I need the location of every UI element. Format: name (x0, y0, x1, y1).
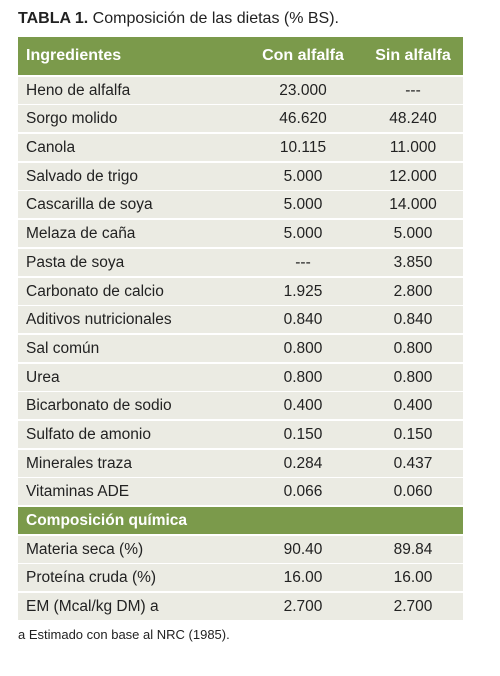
cell: 0.150 (393, 425, 433, 443)
cell: 0.840 (393, 311, 433, 329)
cell: 16.00 (283, 569, 323, 587)
cell: Aditivos nutricionales (26, 311, 172, 329)
cell: Sulfato de amonio (26, 425, 151, 443)
cell: Sorgo molido (26, 110, 118, 128)
cell: 0.150 (283, 425, 323, 443)
footnote: a Estimado con base al NRC (1985). (18, 627, 230, 642)
cell: Materia seca (%) (26, 540, 144, 558)
cell: 2.700 (393, 598, 433, 616)
section-row: Composición química (18, 507, 463, 534)
cell: Carbonato de calcio (26, 282, 164, 300)
cell: Cascarilla de soya (26, 196, 153, 214)
cell: 48.240 (389, 110, 437, 128)
table-row: EM (Mcal/kg DM) a 2.700 2.700 (18, 593, 463, 621)
cell: 2.800 (393, 282, 433, 300)
title: TABLA 1. Composición de las dietas (% BS… (18, 10, 339, 28)
table-row: Cascarilla de soya 5.000 14.000 (18, 191, 463, 219)
cell: 5.000 (283, 196, 323, 214)
cell: 12.000 (389, 167, 437, 185)
cell: Con alfalfa (262, 47, 344, 64)
table-row: Minerales traza 0.284 0.437 (18, 449, 463, 477)
cell: --- (295, 253, 311, 271)
cell: Urea (26, 368, 60, 386)
cell: 2.700 (283, 598, 323, 616)
cell: 1.925 (283, 282, 323, 300)
table-row: Sulfato de amonio 0.150 0.150 (18, 420, 463, 448)
table-row: Sorgo molido 46.620 48.240 (18, 105, 463, 133)
cell: Minerales traza (26, 454, 132, 472)
cell: --- (405, 81, 421, 99)
table-row: Sal común 0.800 0.800 (18, 334, 463, 362)
cell: 16.00 (393, 569, 433, 587)
cell: 89.84 (393, 540, 433, 558)
cell: 10.115 (279, 139, 327, 157)
table-row: Materia seca (%) 90.40 89.84 (18, 535, 463, 563)
cell: 0.284 (283, 454, 323, 472)
cell: 3.850 (393, 253, 433, 271)
cell: 0.437 (393, 454, 433, 472)
table-row: Canola 10.115 11.000 (18, 134, 463, 162)
cell: Vitaminas ADE (26, 483, 130, 501)
table-row: Vitaminas ADE 0.066 0.060 (18, 478, 463, 506)
cell: Melaza de caña (26, 225, 136, 243)
cell: 0.400 (283, 397, 323, 415)
cell: 14.000 (389, 196, 437, 214)
title-text: Composición de las dietas (% BS). (92, 10, 339, 27)
cell: Sal común (26, 339, 100, 357)
table-row: Aditivos nutricionales 0.840 0.840 (18, 306, 463, 334)
cell: Pasta de soya (26, 253, 125, 271)
cell: 0.060 (393, 483, 433, 501)
cell: 5.000 (283, 225, 323, 243)
cell: 0.800 (283, 339, 323, 357)
table-row: Melaza de caña 5.000 5.000 (18, 220, 463, 248)
cell: 0.400 (393, 397, 433, 415)
table-row: Urea 0.800 0.800 (18, 363, 463, 391)
cell: 0.800 (393, 339, 433, 357)
cell: 5.000 (283, 167, 323, 185)
table-row: Bicarbonato de sodio 0.400 0.400 (18, 392, 463, 420)
table-row: Carbonato de calcio 1.925 2.800 (18, 277, 463, 305)
table-row: Proteína cruda (%) 16.00 16.00 (18, 564, 463, 592)
cell: Bicarbonato de sodio (26, 397, 172, 415)
table-row: Pasta de soya --- 3.850 (18, 248, 463, 276)
cell: 5.000 (393, 225, 433, 243)
cell: 0.066 (283, 483, 323, 501)
cell: 46.620 (279, 110, 327, 128)
cell: Proteína cruda (%) (26, 569, 157, 587)
table-row: Salvado de trigo 5.000 12.000 (18, 162, 463, 190)
cell: 23.000 (279, 81, 327, 99)
cell: 0.800 (393, 368, 433, 386)
cell: 11.000 (389, 139, 437, 157)
cell: Canola (26, 139, 76, 157)
cell: Ingredientes (26, 47, 122, 64)
cell: 90.40 (283, 540, 323, 558)
table-row: Heno de alfalfa 23.000 --- (18, 76, 463, 104)
cell: Salvado de trigo (26, 167, 139, 185)
table: Ingredientes Con alfalfa Sin alfalfa Heno d… (18, 37, 463, 622)
cell: 0.840 (283, 311, 323, 329)
header-row: Ingredientes Con alfalfa Sin alfalfa (18, 37, 463, 75)
title-label: TABLA 1. (18, 10, 89, 27)
cell: 0.800 (283, 368, 323, 386)
cell: EM (Mcal/kg DM) a (26, 598, 159, 616)
cell: Sin alfalfa (375, 47, 451, 64)
cell: Heno de alfalfa (26, 81, 131, 99)
section-title: Composición química (26, 512, 188, 529)
